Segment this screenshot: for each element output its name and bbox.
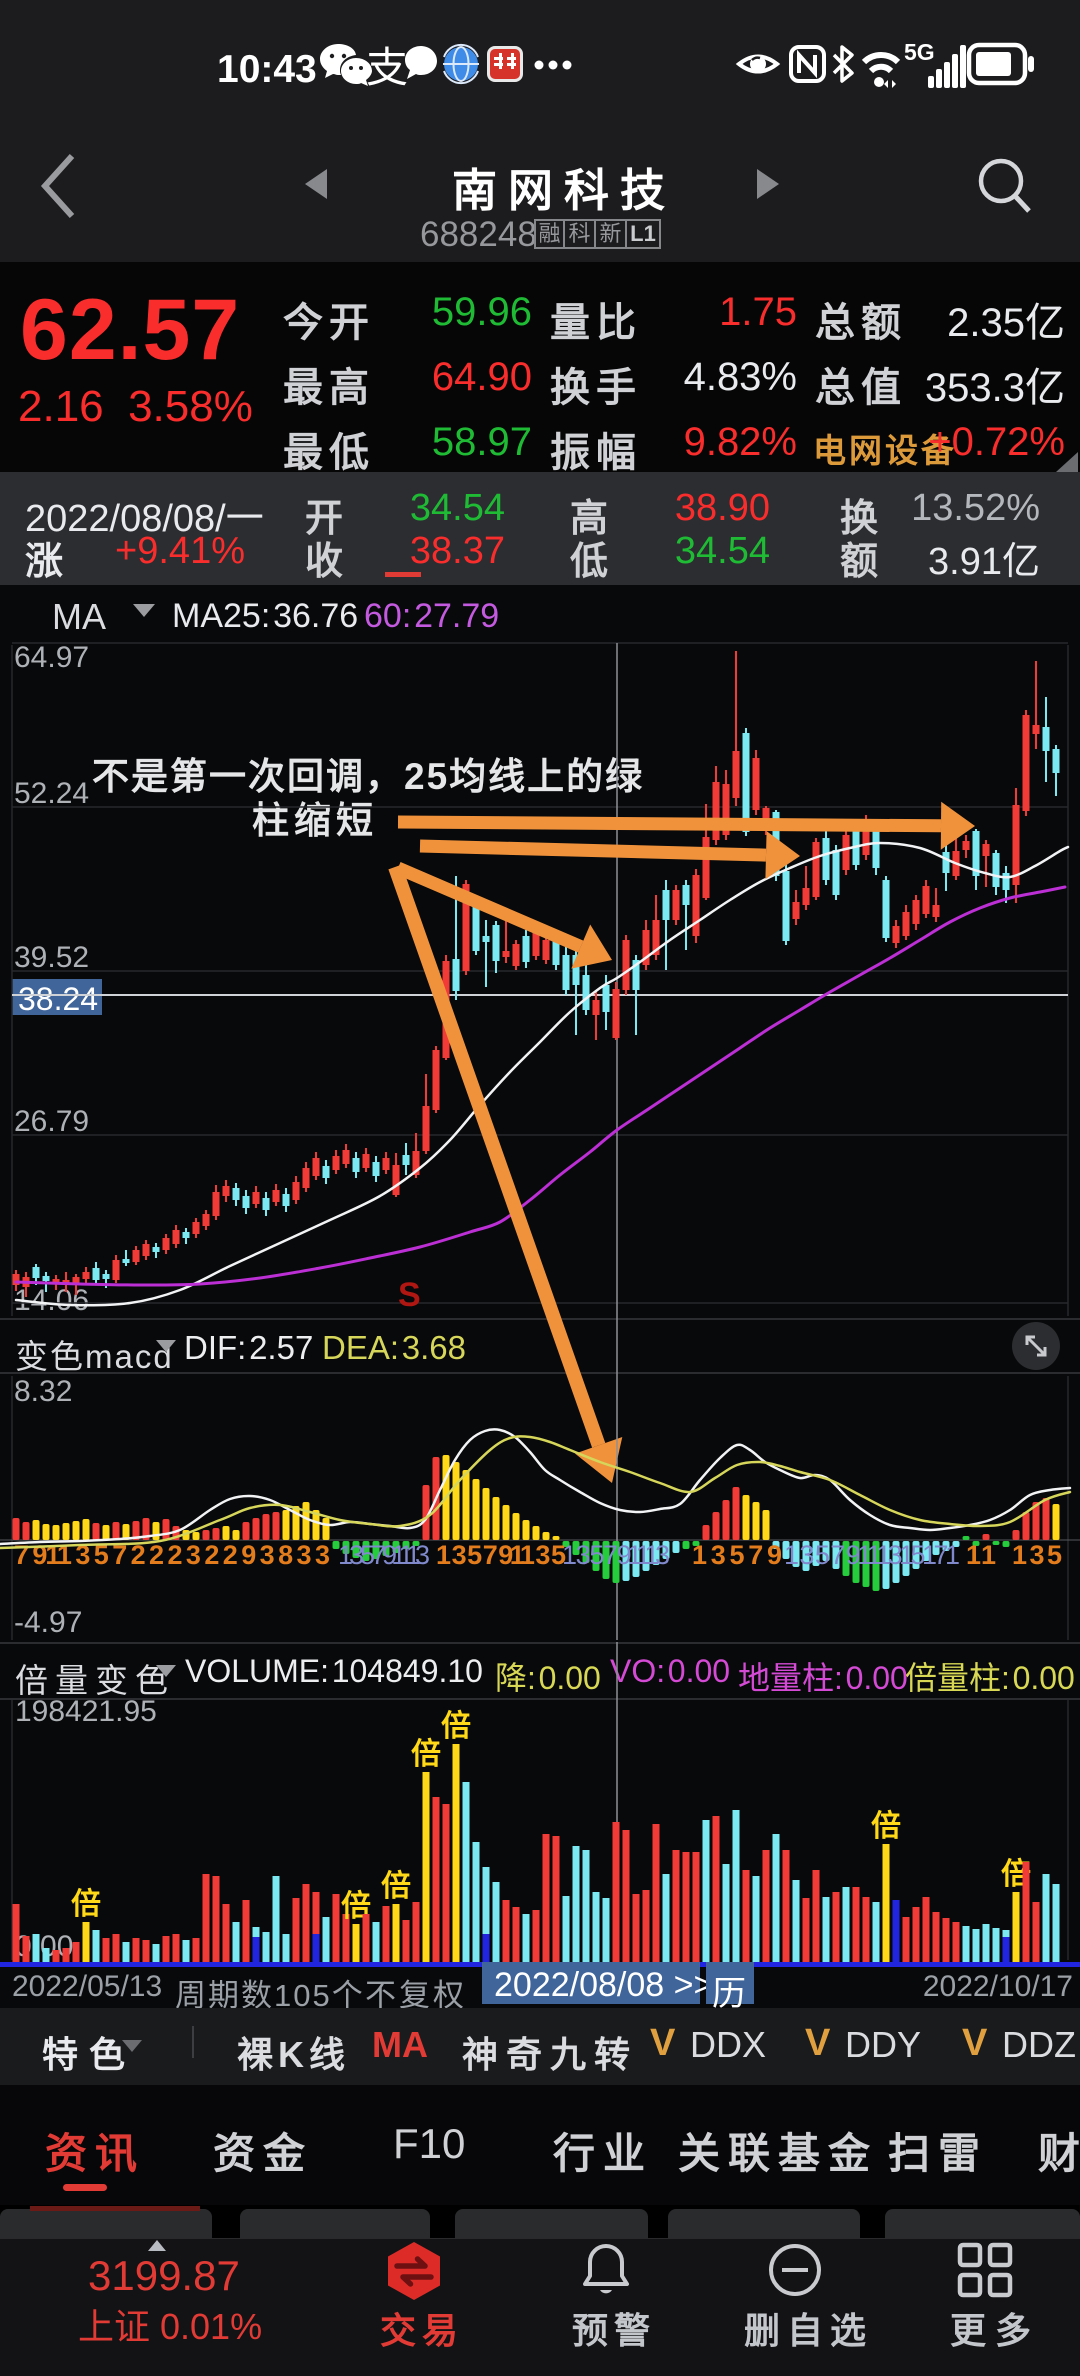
svg-text:1 3 5 7 911 3 5: 1 3 5 7 911 3 5	[436, 1540, 566, 1570]
svg-text:1 3 5 7 9: 1 3 5 7 9	[692, 1540, 782, 1570]
svg-text:倍: 倍	[411, 1737, 441, 1771]
svg-text:支: 支	[366, 44, 408, 91]
svg-text:1 3 5 7 91113: 1 3 5 7 91113	[338, 1540, 430, 1570]
svg-text:1 1: 1 1	[966, 1540, 996, 1570]
svg-text:7 911 3 5 7 2 2 2 3 2 2 9 3 8: 7 911 3 5 7 2 2 2 3 2 2 9 3 8 3 3	[14, 1540, 330, 1570]
svg-text:1 3 5 7 9111315171: 1 3 5 7 9111315171	[784, 1540, 960, 1570]
svg-text:倍: 倍	[441, 1709, 471, 1743]
svg-text:倍: 倍	[71, 1887, 101, 1921]
svg-text:1 3 5: 1 3 5	[1012, 1540, 1062, 1570]
svg-text:倍: 倍	[871, 1809, 901, 1843]
svg-text:S: S	[398, 1276, 421, 1314]
svg-text:5G: 5G	[904, 39, 935, 65]
svg-text:倍: 倍	[381, 1869, 411, 1903]
svg-text:1 3 5 7 91113: 1 3 5 7 91113	[562, 1540, 670, 1570]
